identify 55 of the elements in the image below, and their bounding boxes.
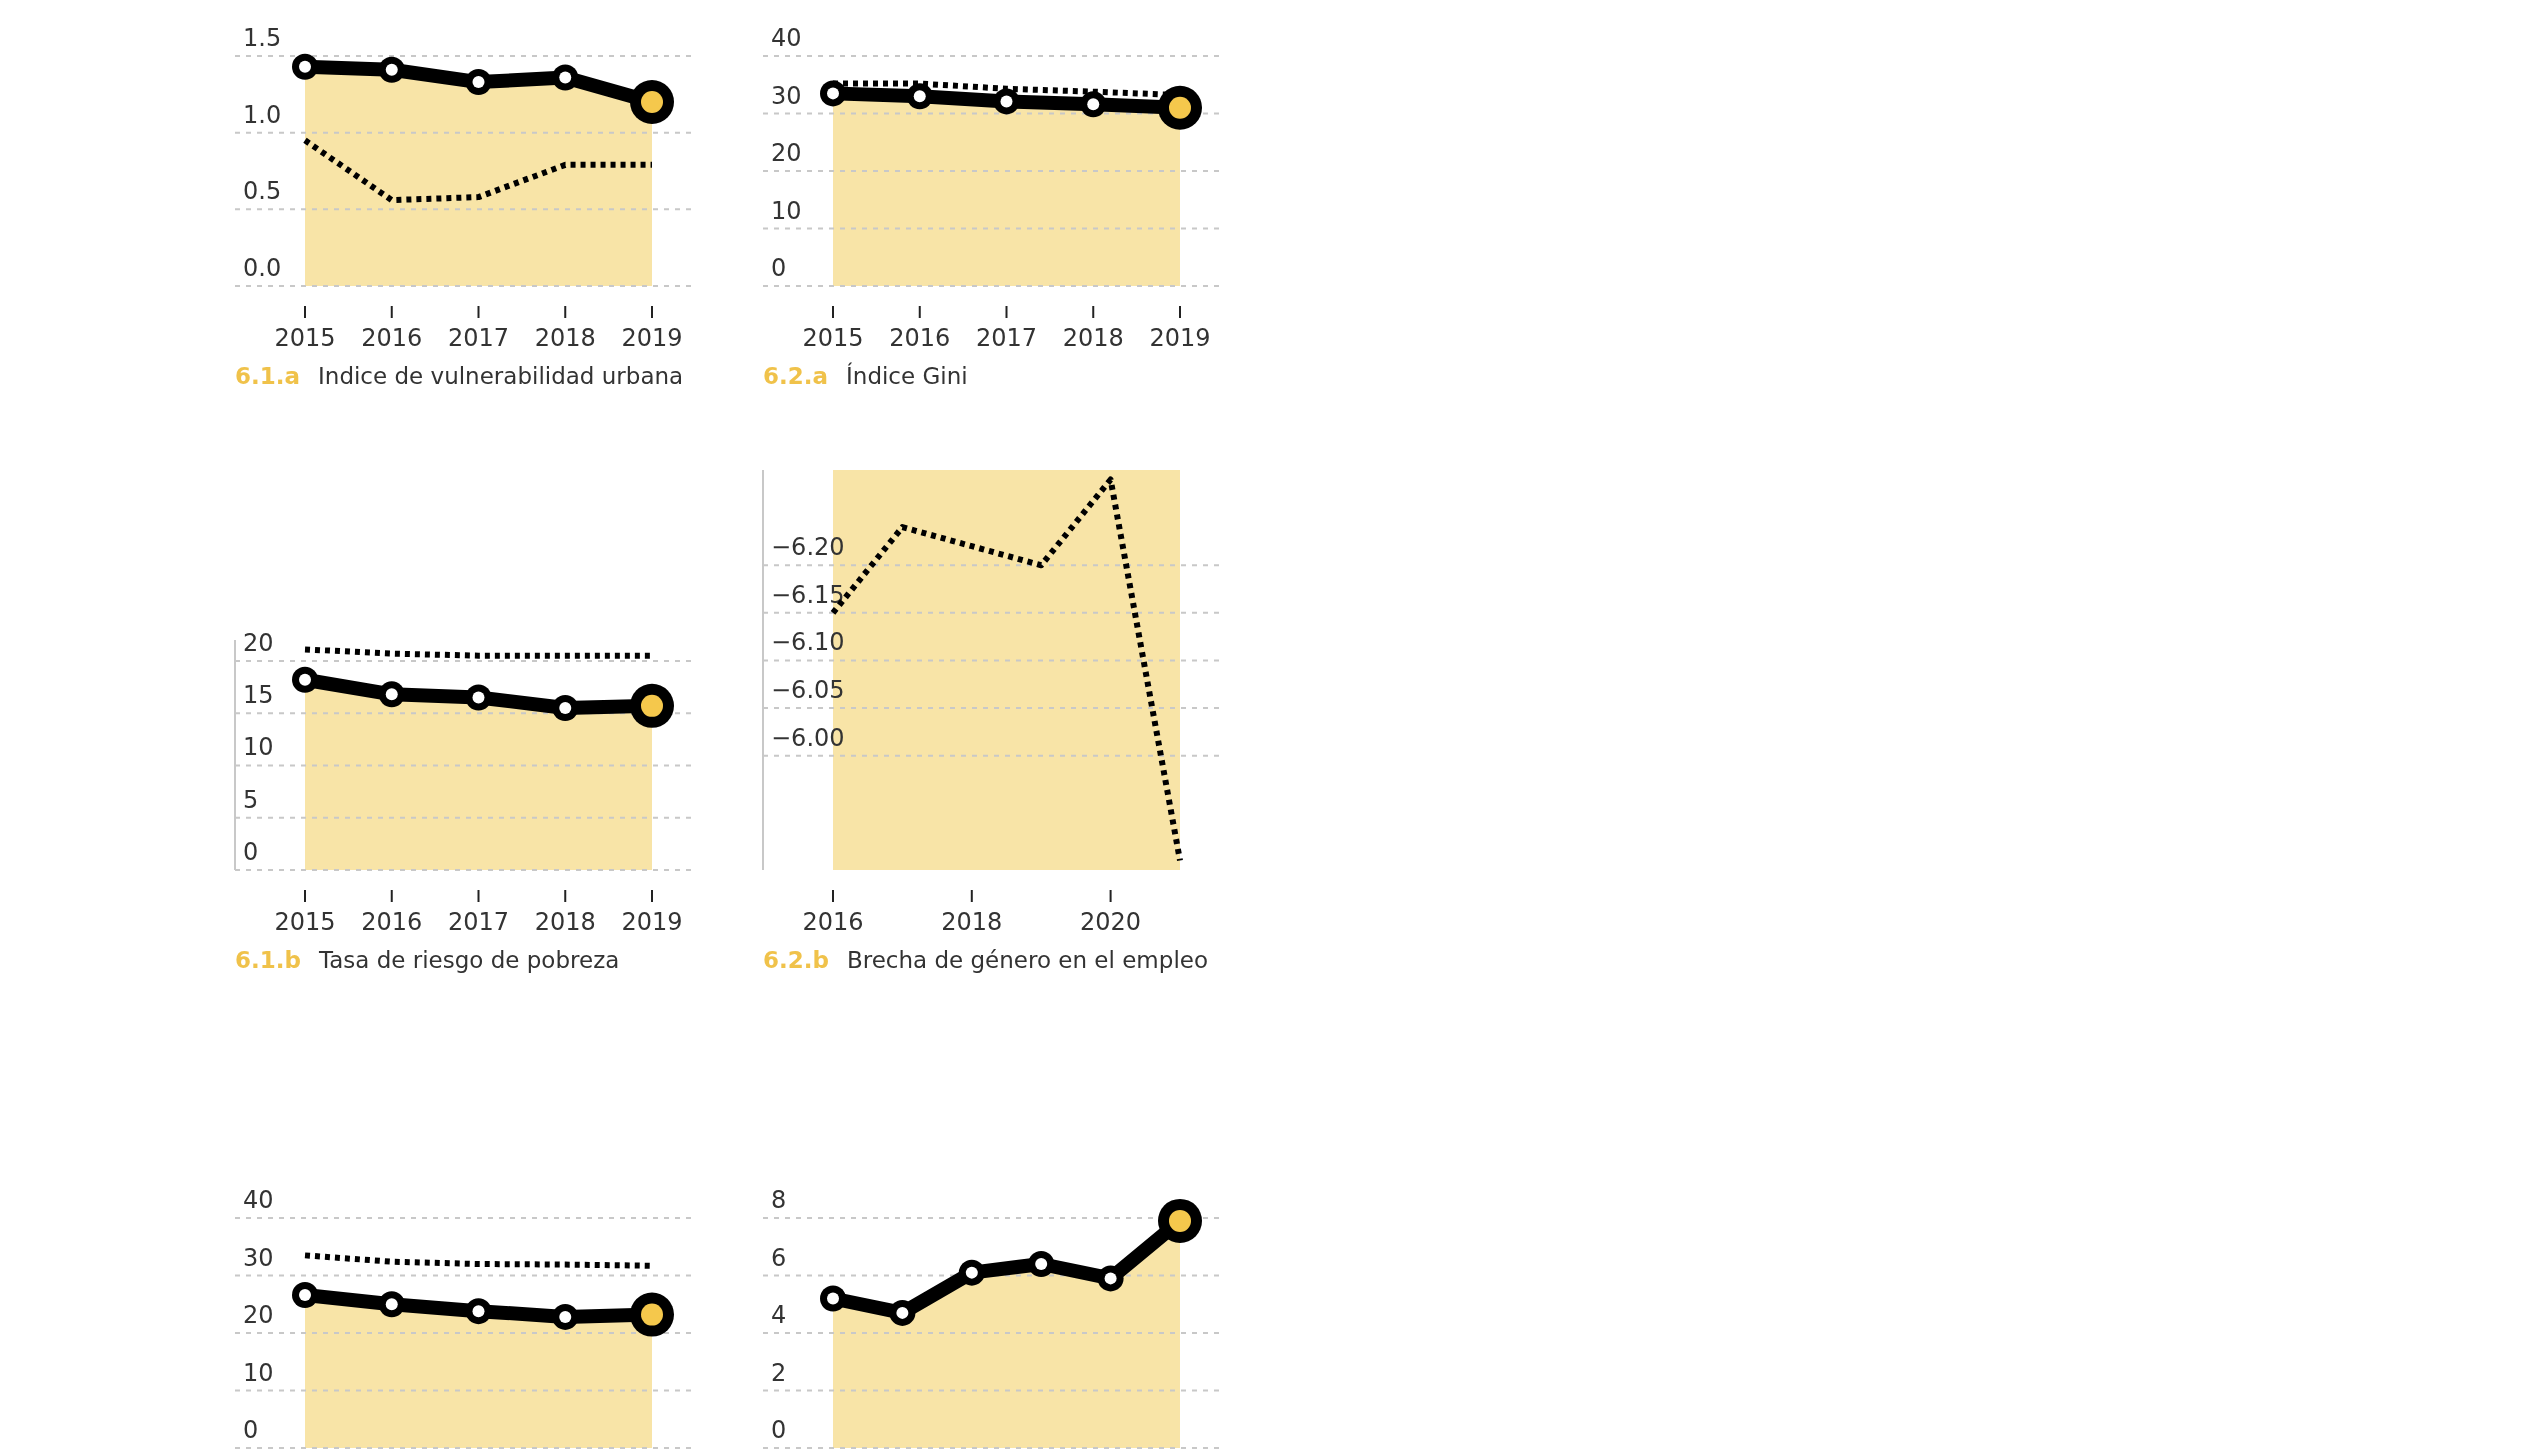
text: Brecha de género en el empleo <box>846 947 1208 973</box>
y-tick-label: 8 <box>771 1186 787 1214</box>
y-tick-label: 20 <box>243 628 274 657</box>
y-tick-label: 4 <box>771 1301 787 1329</box>
x-tick-label: 2019 <box>621 908 683 936</box>
x-tick-label: 2018 <box>534 908 596 936</box>
y-tick-label: 1.5 <box>243 24 282 52</box>
y-tick-label: 0.5 <box>243 177 282 206</box>
x-tick-label: 2019 <box>1149 324 1211 352</box>
x-tick-label: 2019 <box>621 324 683 352</box>
y-tick-label: 40 <box>771 24 802 52</box>
x-tick-label: 2017 <box>975 324 1038 352</box>
y-tick-label: 20 <box>243 1301 274 1329</box>
y-tick-label: 2 <box>771 1358 787 1387</box>
y-tick-label: −6.10 <box>771 628 845 657</box>
y-tick-label: 15 <box>243 681 274 710</box>
x-tick-label: 2015 <box>274 908 336 936</box>
x-tick-label: 2018 <box>941 908 1003 936</box>
y-tick-label: −6.20 <box>771 533 845 562</box>
text: 6.1.b <box>235 947 301 973</box>
y-tick-label: 10 <box>771 196 802 225</box>
y-tick-label: 5 <box>243 785 259 814</box>
x-tick-label: 2018 <box>1062 324 1124 352</box>
x-tick-label: 2020 <box>1080 908 1142 936</box>
y-tick-label: 6 <box>771 1243 787 1272</box>
text: Tasa de riesgo de pobreza <box>317 947 620 973</box>
x-tick-label: 2017 <box>447 324 510 352</box>
y-tick-label: 0.0 <box>243 254 282 282</box>
x-tick-label: 2015 <box>802 324 864 352</box>
text: Índice Gini <box>846 362 968 389</box>
y-tick-label: 40 <box>243 1186 274 1214</box>
y-tick-label: 0 <box>771 254 787 282</box>
x-tick-label: 2016 <box>889 324 951 352</box>
y-tick-label: 0 <box>243 1416 259 1444</box>
y-tick-label: 20 <box>771 139 802 167</box>
y-tick-label: 0 <box>243 838 259 866</box>
y-tick-label: 1.0 <box>243 100 282 129</box>
y-tick-label: 30 <box>771 81 802 110</box>
y-tick-label: 10 <box>243 1358 274 1387</box>
x-tick-label: 2016 <box>802 908 864 936</box>
text: Indice de vulnerabilidad urbana <box>318 363 684 389</box>
text: 6.1.a <box>235 363 301 389</box>
text: 6.2.b <box>763 947 829 973</box>
y-tick-label: −6.15 <box>771 580 845 609</box>
x-tick-label: 2017 <box>447 908 510 936</box>
x-tick-label: 2016 <box>361 908 423 936</box>
x-tick-label: 2016 <box>361 324 423 352</box>
y-tick-label: 30 <box>243 1243 274 1272</box>
x-tick-label: 2018 <box>534 324 596 352</box>
x-tick-label: 2015 <box>274 324 336 352</box>
text: 6.2.a <box>763 363 829 389</box>
y-tick-label: −6.00 <box>771 723 845 752</box>
y-tick-label: −6.05 <box>771 676 845 705</box>
y-tick-label: 0 <box>771 1416 787 1444</box>
y-tick-label: 10 <box>243 733 274 762</box>
